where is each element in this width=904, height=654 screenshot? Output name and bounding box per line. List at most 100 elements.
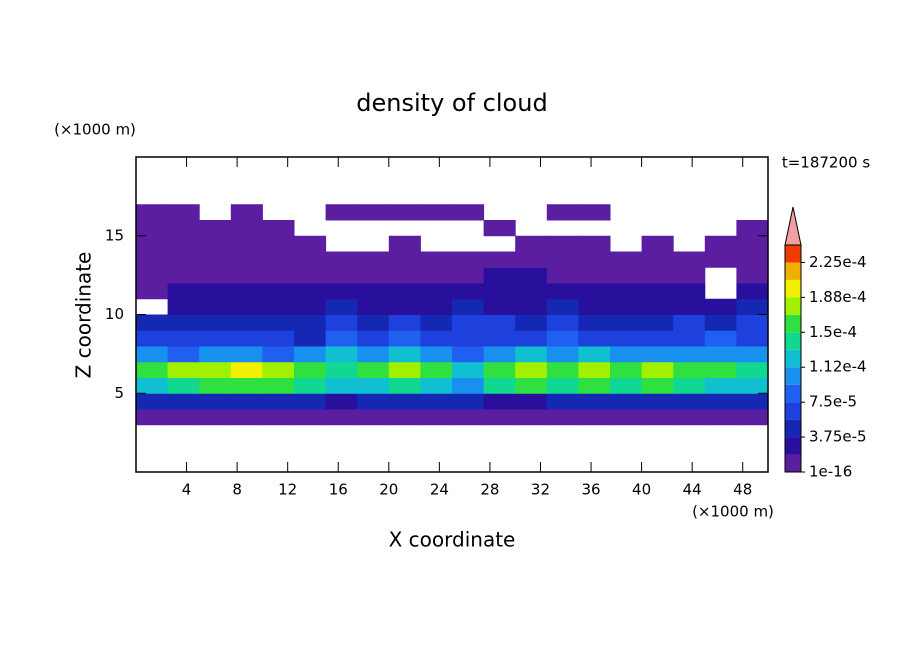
colorbar-tick-label: 1.12e-4 [809, 358, 867, 376]
contour-cell [388, 314, 421, 331]
contour-cell [294, 283, 327, 300]
contour-cell [452, 283, 485, 300]
contour-cell [515, 283, 548, 300]
contour-cell [388, 346, 421, 363]
contour-cell [736, 267, 769, 284]
contour-cell [483, 409, 516, 426]
contour-cell [136, 330, 169, 347]
contour-cell [325, 409, 358, 426]
contour-cell [704, 251, 737, 268]
contour-cell [167, 393, 200, 410]
colorbar-tick-label: 1.5e-4 [809, 323, 857, 341]
contour-cell [641, 393, 674, 410]
contour-cell [167, 346, 200, 363]
contour-cell [736, 220, 769, 237]
contour-cell [262, 251, 295, 268]
contour-cell [420, 283, 453, 300]
x-axis-title: X coordinate [389, 528, 516, 552]
contour-cell [167, 361, 200, 378]
contour-cell [262, 298, 295, 315]
colorbar-tick-label: 1.88e-4 [809, 288, 867, 306]
y-unit: (×1000 m) [54, 121, 136, 139]
contour-cell [736, 283, 769, 300]
x-tick-label: 4 [182, 481, 192, 499]
contour-cell [199, 235, 232, 252]
contour-cell [262, 220, 295, 237]
contour-cell [199, 393, 232, 410]
contour-cell [325, 283, 358, 300]
contour-cell [546, 251, 579, 268]
contour-cell [420, 377, 453, 394]
contour-cell [515, 346, 548, 363]
contour-cell [483, 346, 516, 363]
contour-cell [357, 393, 390, 410]
contour-cell [641, 314, 674, 331]
contour-cell [704, 314, 737, 331]
contour-cell [515, 393, 548, 410]
contour-cell [325, 330, 358, 347]
contour-cell [452, 377, 485, 394]
contour-cell [388, 409, 421, 426]
contour-cell [610, 377, 643, 394]
colorbar-frame [784, 244, 802, 473]
contour-cell [546, 314, 579, 331]
contour-cell [294, 409, 327, 426]
colorbar-band [785, 349, 801, 368]
contour-cell [262, 409, 295, 426]
contour-cell [673, 267, 706, 284]
colorbar-tick-label: 7.5e-5 [809, 393, 857, 411]
contour-cell [230, 283, 263, 300]
contour-cell [420, 251, 453, 268]
contour-cell [546, 393, 579, 410]
contour-cell [483, 220, 516, 237]
contour-cell [136, 314, 169, 331]
contour-cell [262, 377, 295, 394]
contour-cell [167, 314, 200, 331]
contour-cell [136, 377, 169, 394]
contour-cell [483, 283, 516, 300]
contour-cell [167, 283, 200, 300]
x-tick-label: 20 [379, 481, 398, 499]
contour-cell [483, 267, 516, 284]
contour-cell [578, 251, 611, 268]
colorbar-band [785, 419, 801, 438]
contour-cell [452, 204, 485, 221]
colorbar-band [785, 262, 801, 280]
contour-cell [420, 393, 453, 410]
contour-cell [610, 346, 643, 363]
contour-cell [578, 314, 611, 331]
contour-cell [136, 346, 169, 363]
contour-cell [230, 361, 263, 378]
contour-cell [167, 204, 200, 221]
contour-cell [704, 377, 737, 394]
contour-cell [294, 298, 327, 315]
contour-cell [167, 298, 200, 315]
contour-cell [736, 346, 769, 363]
contour-cell [230, 330, 263, 347]
contour-cell [136, 361, 169, 378]
contour-cell [230, 346, 263, 363]
contour-cell [610, 298, 643, 315]
contour-cell [199, 330, 232, 347]
contour-cell [199, 267, 232, 284]
contour-cell [546, 377, 579, 394]
contour-cell [515, 361, 548, 378]
contour-cell [515, 298, 548, 315]
contour-cell [230, 409, 263, 426]
contour-cell [357, 267, 390, 284]
contour-cell [483, 393, 516, 410]
contour-cell [610, 330, 643, 347]
contour-cell [388, 393, 421, 410]
x-tick-label: 12 [278, 481, 297, 499]
contour-cell [610, 251, 643, 268]
contour-cell [452, 409, 485, 426]
time-label: t=187200 s [782, 154, 870, 172]
contour-cell [294, 330, 327, 347]
contour-cell [452, 393, 485, 410]
contour-cell [546, 283, 579, 300]
x-tick-label: 8 [232, 481, 242, 499]
contour-cell [736, 314, 769, 331]
contour-cell [262, 330, 295, 347]
